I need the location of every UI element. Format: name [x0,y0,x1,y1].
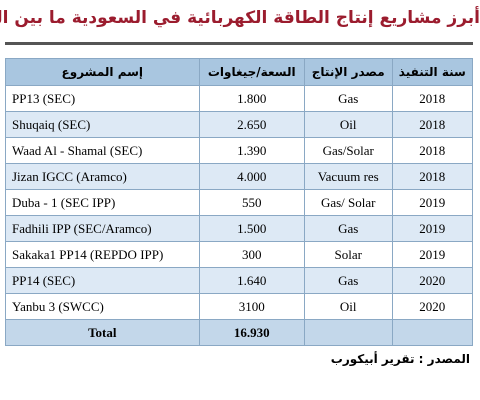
cell: Yanbu 3 (SWCC) [5,293,200,320]
table: إسم المشروع السعة/جيغاوات مصدر الإنتاج سنة … [5,58,474,346]
table-row: Waad Al - Shamal (SEC) 1.390 Gas/Solar 2018 [5,137,474,164]
cell: Waad Al - Shamal (SEC) [5,137,200,164]
cell: 2019 [391,215,474,242]
table-row: Duba - 1 (SEC IPP) 550 Gas/ Solar 2019 [5,189,474,216]
cell: 1.390 [198,137,305,164]
cell: Duba - 1 (SEC IPP) [5,189,200,216]
cell: 3100 [198,293,305,320]
cell: 2018 [391,137,474,164]
cell: Solar [303,241,393,268]
cell: Gas [303,267,393,294]
cell: PP13 (SEC) [5,85,200,112]
cell: 1.640 [198,267,305,294]
column-header: سنة التنفيذ [391,58,474,86]
cell: Fadhili IPP (SEC/Aramco) [5,215,200,242]
cell: Sakaka1 PP14 (REPDO IPP) [5,241,200,268]
cell: Gas [303,85,393,112]
cell: Gas/ Solar [303,189,393,216]
cell: 1.800 [198,85,305,112]
table-row: PP14 (SEC) 1.640 Gas 2020 [5,267,474,294]
cell: 2.650 [198,111,305,138]
cell: Oil [303,293,393,320]
cell: Jizan IGCC (Aramco) [5,163,200,190]
column-header: مصدر الإنتاج [303,58,393,86]
cell [391,319,474,346]
cell: 2020 [391,293,474,320]
table-body: PP13 (SEC) 1.800 Gas 2018 Shuqaiq (SEC) 2.650… [5,85,474,346]
total-label: Total [5,319,200,346]
cell: 2019 [391,189,474,216]
cell: 550 [198,189,305,216]
cell: Shuqaiq (SEC) [5,111,200,138]
title: أبرز مشاريع إنتاج الطاقة الكهربائية في ا… [0,8,480,28]
total-row: Total 16.930 [5,319,474,346]
cell: 2018 [391,85,474,112]
total-value: 16.930 [198,319,305,346]
column-header: السعة/جيغاوات [198,58,305,86]
cell: 2019 [391,241,474,268]
rule [5,42,473,45]
table-row: PP13 (SEC) 1.800 Gas 2018 [5,85,474,112]
cell: Oil [303,111,393,138]
cell: Vacuum res [303,163,393,190]
cell: 2018 [391,163,474,190]
cell: Gas/Solar [303,137,393,164]
source: المصدر : تقرير أبيكورب [330,352,470,366]
cell: Gas [303,215,393,242]
table-row: Sakaka1 PP14 (REPDO IPP) 300 Solar 2019 [5,241,474,268]
cell: 4.000 [198,163,305,190]
cell: 300 [198,241,305,268]
table-row: Yanbu 3 (SWCC) 3100 Oil 2020 [5,293,474,320]
table-row: Fadhili IPP (SEC/Aramco) 1.500 Gas 2019 [5,215,474,242]
header-row: إسم المشروع السعة/جيغاوات مصدر الإنتاج سنة … [5,58,474,86]
table-row: Shuqaiq (SEC) 2.650 Oil 2018 [5,111,474,138]
cell: PP14 (SEC) [5,267,200,294]
column-header: إسم المشروع [5,58,200,86]
cell: 2018 [391,111,474,138]
cell [303,319,393,346]
cell: 1.500 [198,215,305,242]
table-row: Jizan IGCC (Aramco) 4.000 Vacuum res 2018 [5,163,474,190]
cell: 2020 [391,267,474,294]
